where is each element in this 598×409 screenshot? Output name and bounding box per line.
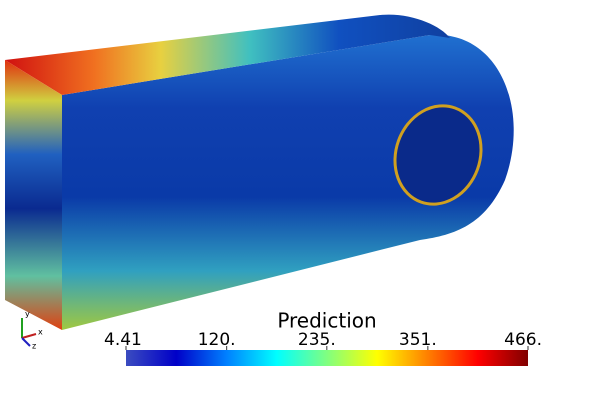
- axis-label: z: [32, 342, 36, 351]
- axis-z: [21, 337, 31, 347]
- colorbar-title: Prediction: [277, 309, 376, 333]
- front-face: [5, 60, 62, 330]
- axis-x: [21, 333, 37, 339]
- tick-label: 466.: [504, 330, 542, 350]
- hole: [393, 104, 483, 206]
- tick-label: 4.41: [104, 330, 142, 350]
- colorbar: [126, 350, 528, 366]
- top-face: [5, 14, 450, 95]
- axes-triad: x y z: [21, 310, 43, 351]
- tick-label: 235.: [298, 330, 336, 350]
- axis-label: y: [25, 310, 30, 319]
- tick-label: 351.: [399, 330, 437, 350]
- tick-label: 120.: [198, 330, 236, 350]
- side-face: [62, 34, 514, 331]
- axis-label: x: [38, 328, 43, 337]
